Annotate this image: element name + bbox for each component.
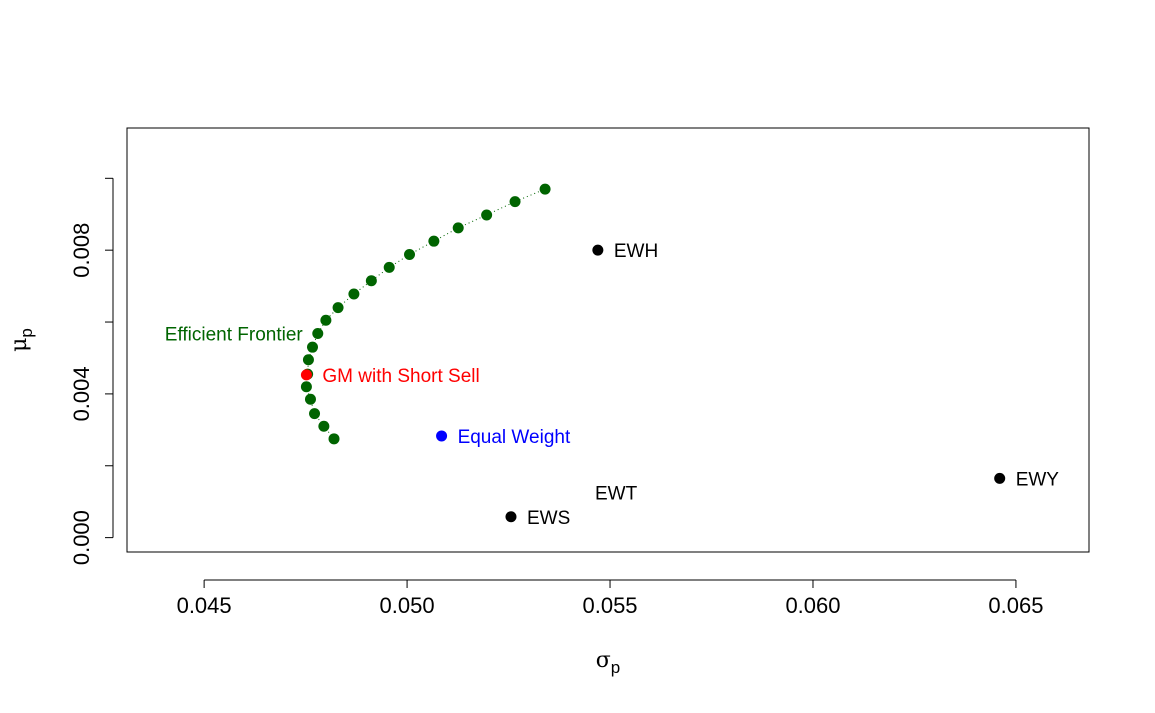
frontier-point	[481, 209, 493, 221]
frontier-point	[312, 328, 324, 340]
asset-label-ewt: EWT	[595, 484, 638, 505]
asset-label-ewh: EWH	[614, 241, 658, 262]
frontier-point	[383, 261, 395, 273]
equal-weight-point	[436, 430, 448, 442]
frontier-point	[318, 420, 330, 432]
y-tick-label: 0.000	[69, 510, 94, 565]
x-tick-label: 0.045	[177, 593, 232, 618]
frontier-point	[332, 302, 344, 314]
frontier-point	[404, 248, 416, 260]
y-axis-label: μp	[7, 328, 36, 352]
asset-point-ews	[505, 511, 517, 523]
frontier-point	[320, 314, 332, 326]
gm-point	[300, 369, 312, 381]
frontier-point	[328, 433, 340, 445]
asset-label-ewy: EWY	[1016, 469, 1060, 490]
frontier-point	[539, 183, 551, 195]
asset-point-ewh	[592, 244, 604, 256]
frontier-point	[306, 341, 318, 353]
x-axis-label: σp	[596, 648, 621, 677]
x-axis: 0.045 0.050 0.055 0.060 0.065	[177, 579, 1043, 618]
y-tick-label: 0.004	[69, 366, 94, 421]
frontier-point	[302, 354, 314, 366]
frontier-point	[300, 381, 312, 393]
frontier-point	[428, 235, 440, 247]
y-tick-label: 0.008	[69, 223, 94, 278]
x-tick-label: 0.065	[988, 593, 1043, 618]
frontier-point	[348, 288, 360, 300]
equal-weight-label: Equal Weight	[458, 427, 571, 448]
point-labels: Efficient Frontier GM with Short Sell Equa…	[165, 241, 1060, 529]
data-marks	[300, 183, 1006, 523]
frontier-point	[365, 275, 377, 287]
frontier-point	[452, 222, 464, 234]
frontier-label: Efficient Frontier	[165, 325, 304, 346]
frontier-point	[509, 196, 521, 208]
frontier-point	[309, 408, 321, 420]
gm-label: GM with Short Sell	[322, 366, 479, 387]
asset-label-ews: EWS	[527, 508, 570, 529]
plot-frame	[126, 127, 1090, 553]
x-tick-label: 0.060	[785, 593, 840, 618]
x-tick-label: 0.055	[582, 593, 637, 618]
asset-point-ewy	[994, 472, 1006, 484]
y-axis: 0.000 0.004 0.008	[69, 177, 114, 565]
x-tick-label: 0.050	[380, 593, 435, 618]
frontier-point	[304, 393, 316, 405]
